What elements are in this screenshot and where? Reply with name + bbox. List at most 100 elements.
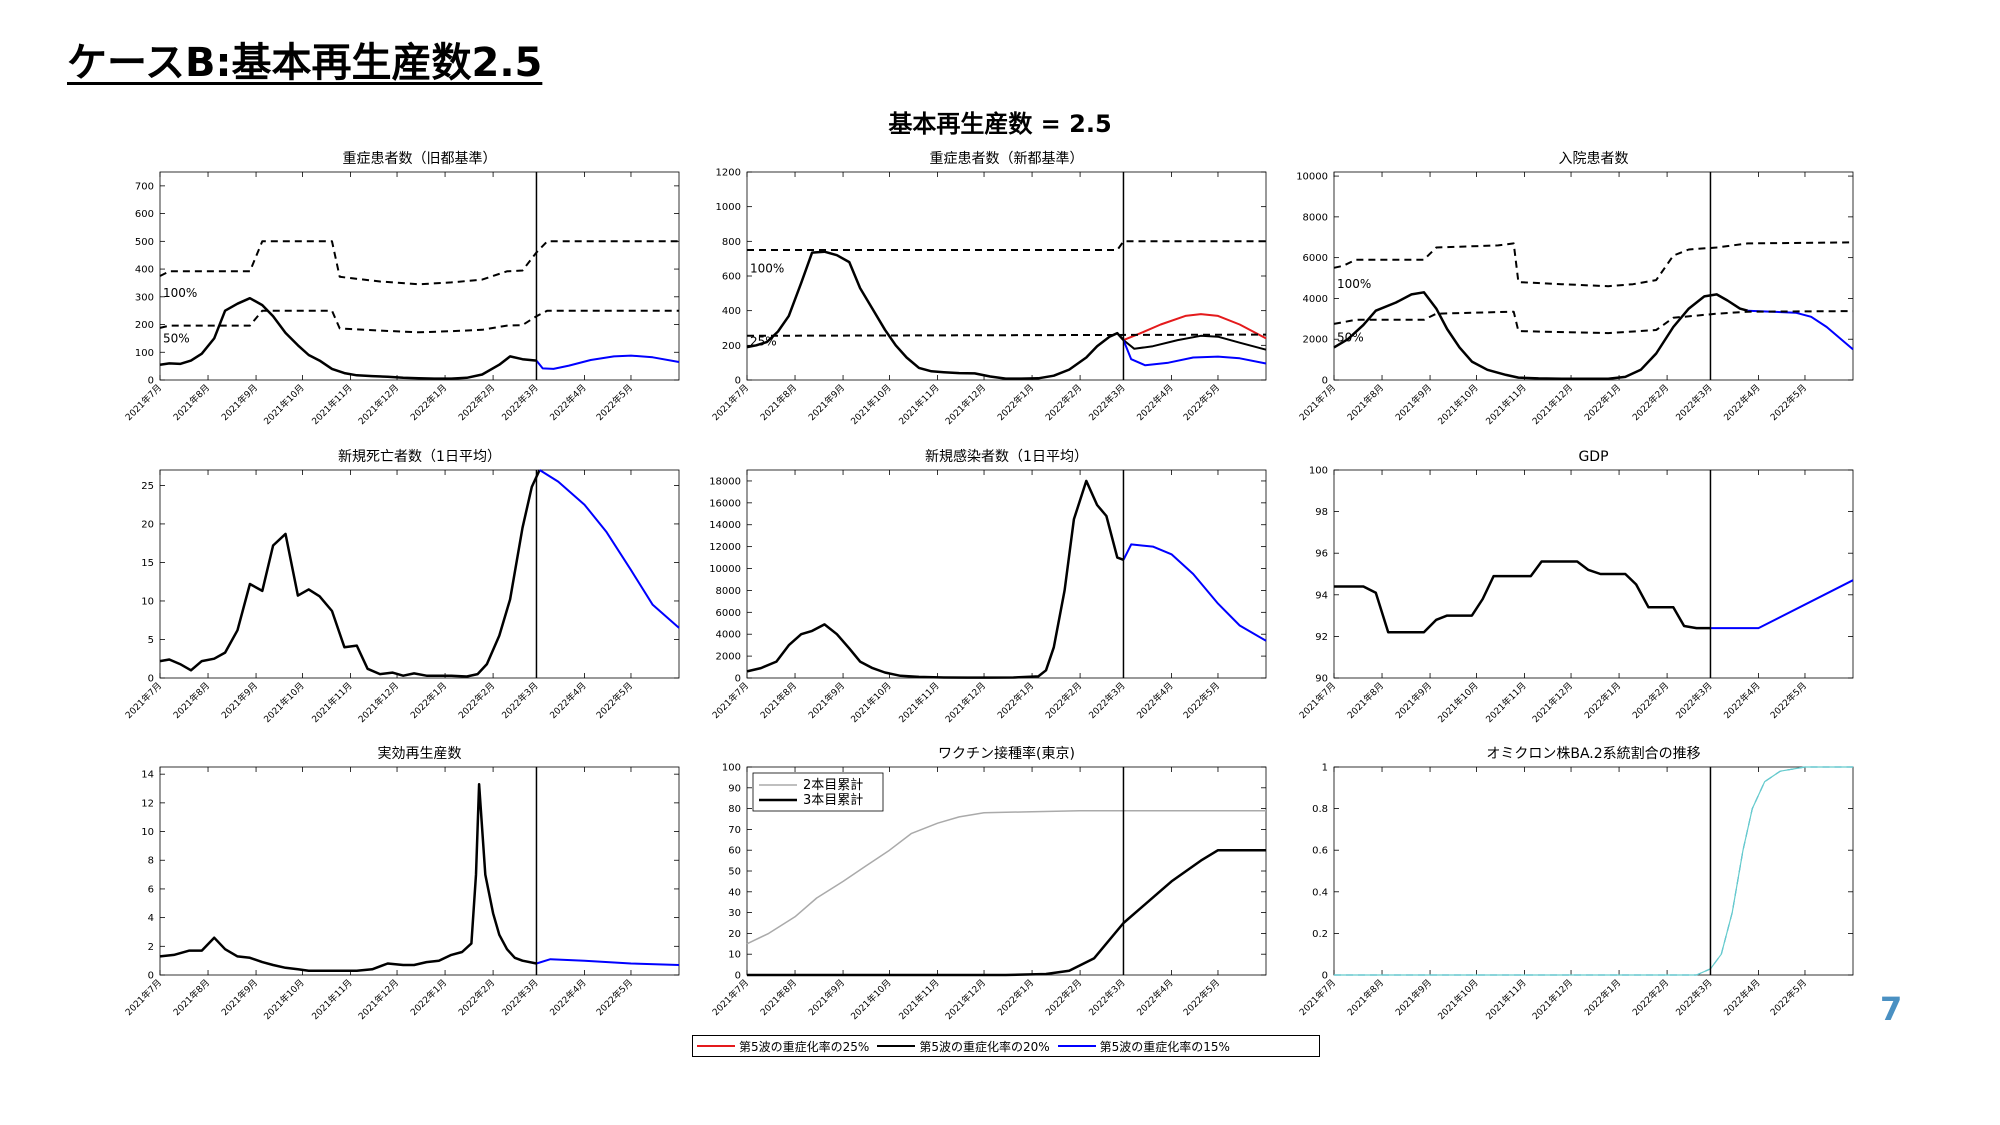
- y-tick-label: 12: [141, 798, 154, 809]
- x-tick-label: 2022年3月: [499, 382, 540, 423]
- x-tick-label: 2022年4月: [547, 382, 588, 423]
- y-tick-label: 8000: [1303, 212, 1328, 223]
- y-tick-label: 4000: [716, 630, 741, 641]
- y-tick-label: 700: [135, 181, 154, 192]
- x-tick-label: 2022年2月: [1043, 977, 1084, 1018]
- y-tick-label: 10000: [1296, 172, 1328, 183]
- plot-area: [1333, 469, 1854, 679]
- x-tick-label: 2021年9月: [1393, 680, 1434, 721]
- series-line: [746, 479, 1124, 679]
- reference-label: 50%: [1337, 330, 1364, 344]
- reference-label: 100%: [750, 262, 784, 276]
- chart-title: 新規感染者数（1日平均）: [925, 448, 1088, 465]
- x-tick-label: 2021年9月: [219, 382, 260, 423]
- y-tick-label: 1000: [716, 202, 741, 213]
- x-tick-label: 2021年8月: [758, 977, 799, 1018]
- scenario-legend: 第5波の重症化率の25% 第5波の重症化率の20% 第5波の重症化率の15%: [692, 1035, 1320, 1057]
- y-tick-label: 400: [135, 265, 154, 276]
- x-tick-label: 2022年1月: [995, 382, 1036, 423]
- x-tick-label: 2021年8月: [758, 382, 799, 423]
- slide-title: ケースB:基本再生産数2.5: [67, 40, 543, 86]
- y-tick-label: 2000: [1303, 335, 1328, 346]
- reference-label: 50%: [163, 332, 190, 346]
- x-tick-label: 2022年2月: [456, 382, 497, 423]
- y-tick-label: 1200: [716, 168, 741, 179]
- y-tick-label: 0.4: [1312, 887, 1328, 898]
- x-tick-label: 2021年12月: [943, 977, 989, 1023]
- plot-area: [1333, 171, 1854, 381]
- x-tick-label: 2021年8月: [758, 680, 799, 721]
- y-tick-label: 100: [1309, 466, 1328, 477]
- y-tick-label: 16000: [709, 498, 741, 509]
- x-tick-label: 2021年7月: [123, 977, 164, 1018]
- series-line: [539, 469, 680, 629]
- y-tick-label: 92: [1315, 632, 1328, 643]
- series-line: [1333, 241, 1854, 288]
- y-tick-label: 60: [728, 846, 741, 857]
- x-tick-label: 2021年10月: [1435, 680, 1481, 726]
- x-tick-label: 2021年8月: [1345, 977, 1386, 1018]
- chart-title: 実効再生産数: [378, 746, 462, 762]
- x-tick-label: 2021年10月: [848, 680, 894, 726]
- x-tick-label: 2021年7月: [710, 977, 751, 1018]
- x-tick-label: 2022年1月: [408, 382, 449, 423]
- plot-area: [159, 171, 680, 381]
- x-tick-label: 2021年11月: [1483, 680, 1529, 726]
- x-tick-label: 2021年9月: [219, 977, 260, 1018]
- y-tick-label: 200: [722, 341, 741, 352]
- x-tick-label: 2021年9月: [806, 680, 847, 721]
- y-tick-label: 0: [735, 376, 741, 387]
- x-tick-label: 2021年12月: [1530, 977, 1576, 1023]
- x-tick-label: 2022年1月: [408, 977, 449, 1018]
- x-tick-label: 2022年2月: [1630, 680, 1671, 721]
- x-tick-label: 2022年1月: [1582, 977, 1623, 1018]
- x-tick-label: 2022年5月: [1768, 680, 1809, 721]
- y-tick-label: 0: [1322, 376, 1328, 387]
- reference-label: 100%: [1337, 277, 1371, 291]
- x-tick-label: 2021年9月: [1393, 977, 1434, 1018]
- x-tick-label: 2021年9月: [806, 382, 847, 423]
- reference-label: 100%: [163, 286, 197, 300]
- y-tick-label: 14: [141, 770, 154, 781]
- plot-area: [159, 469, 680, 679]
- chart-title: 重症患者数（新都基準）: [930, 150, 1084, 167]
- x-tick-label: 2021年10月: [261, 977, 307, 1023]
- y-tick-label: 6000: [1303, 253, 1328, 264]
- y-tick-label: 0: [148, 971, 154, 982]
- x-tick-label: 2021年12月: [356, 977, 402, 1023]
- inset-legend-label: 3本目累計: [803, 792, 863, 808]
- y-tick-label: 300: [135, 292, 154, 303]
- y-tick-label: 94: [1315, 590, 1328, 601]
- y-tick-label: 600: [135, 209, 154, 220]
- y-tick-label: 12000: [709, 542, 741, 553]
- y-tick-label: 4: [148, 913, 154, 924]
- x-tick-label: 2021年9月: [1393, 382, 1434, 423]
- series-line: [159, 309, 679, 334]
- y-tick-label: 2000: [716, 652, 741, 663]
- series-line: [746, 333, 1267, 337]
- x-tick-label: 2022年4月: [547, 680, 588, 721]
- y-tick-label: 0.2: [1312, 929, 1328, 940]
- y-tick-label: 8000: [716, 586, 741, 597]
- y-tick-label: 15: [141, 558, 154, 569]
- x-tick-label: 2022年4月: [1721, 382, 1762, 423]
- x-tick-label: 2022年1月: [995, 977, 1036, 1018]
- series-line: [1710, 579, 1854, 630]
- y-tick-label: 200: [135, 320, 154, 331]
- y-tick-label: 20: [728, 929, 741, 940]
- x-tick-label: 2021年7月: [1297, 977, 1338, 1018]
- y-tick-label: 98: [1315, 507, 1328, 518]
- series-line: [1122, 334, 1267, 351]
- x-tick-label: 2021年9月: [806, 977, 847, 1018]
- legend-label: 第5波の重症化率の15%: [1099, 1039, 1230, 1054]
- y-tick-label: 40: [728, 887, 741, 898]
- legend-swatch-black: [877, 1045, 916, 1047]
- y-tick-label: 800: [722, 237, 741, 248]
- x-tick-label: 2021年11月: [1483, 382, 1529, 428]
- reference-label: 25%: [750, 334, 777, 348]
- series-line: [159, 782, 537, 972]
- chart-title: 新規死亡者数（1日平均）: [338, 449, 501, 465]
- x-tick-label: 2022年5月: [1768, 382, 1809, 423]
- series-line: [1122, 543, 1267, 642]
- y-tick-label: 25: [141, 481, 154, 492]
